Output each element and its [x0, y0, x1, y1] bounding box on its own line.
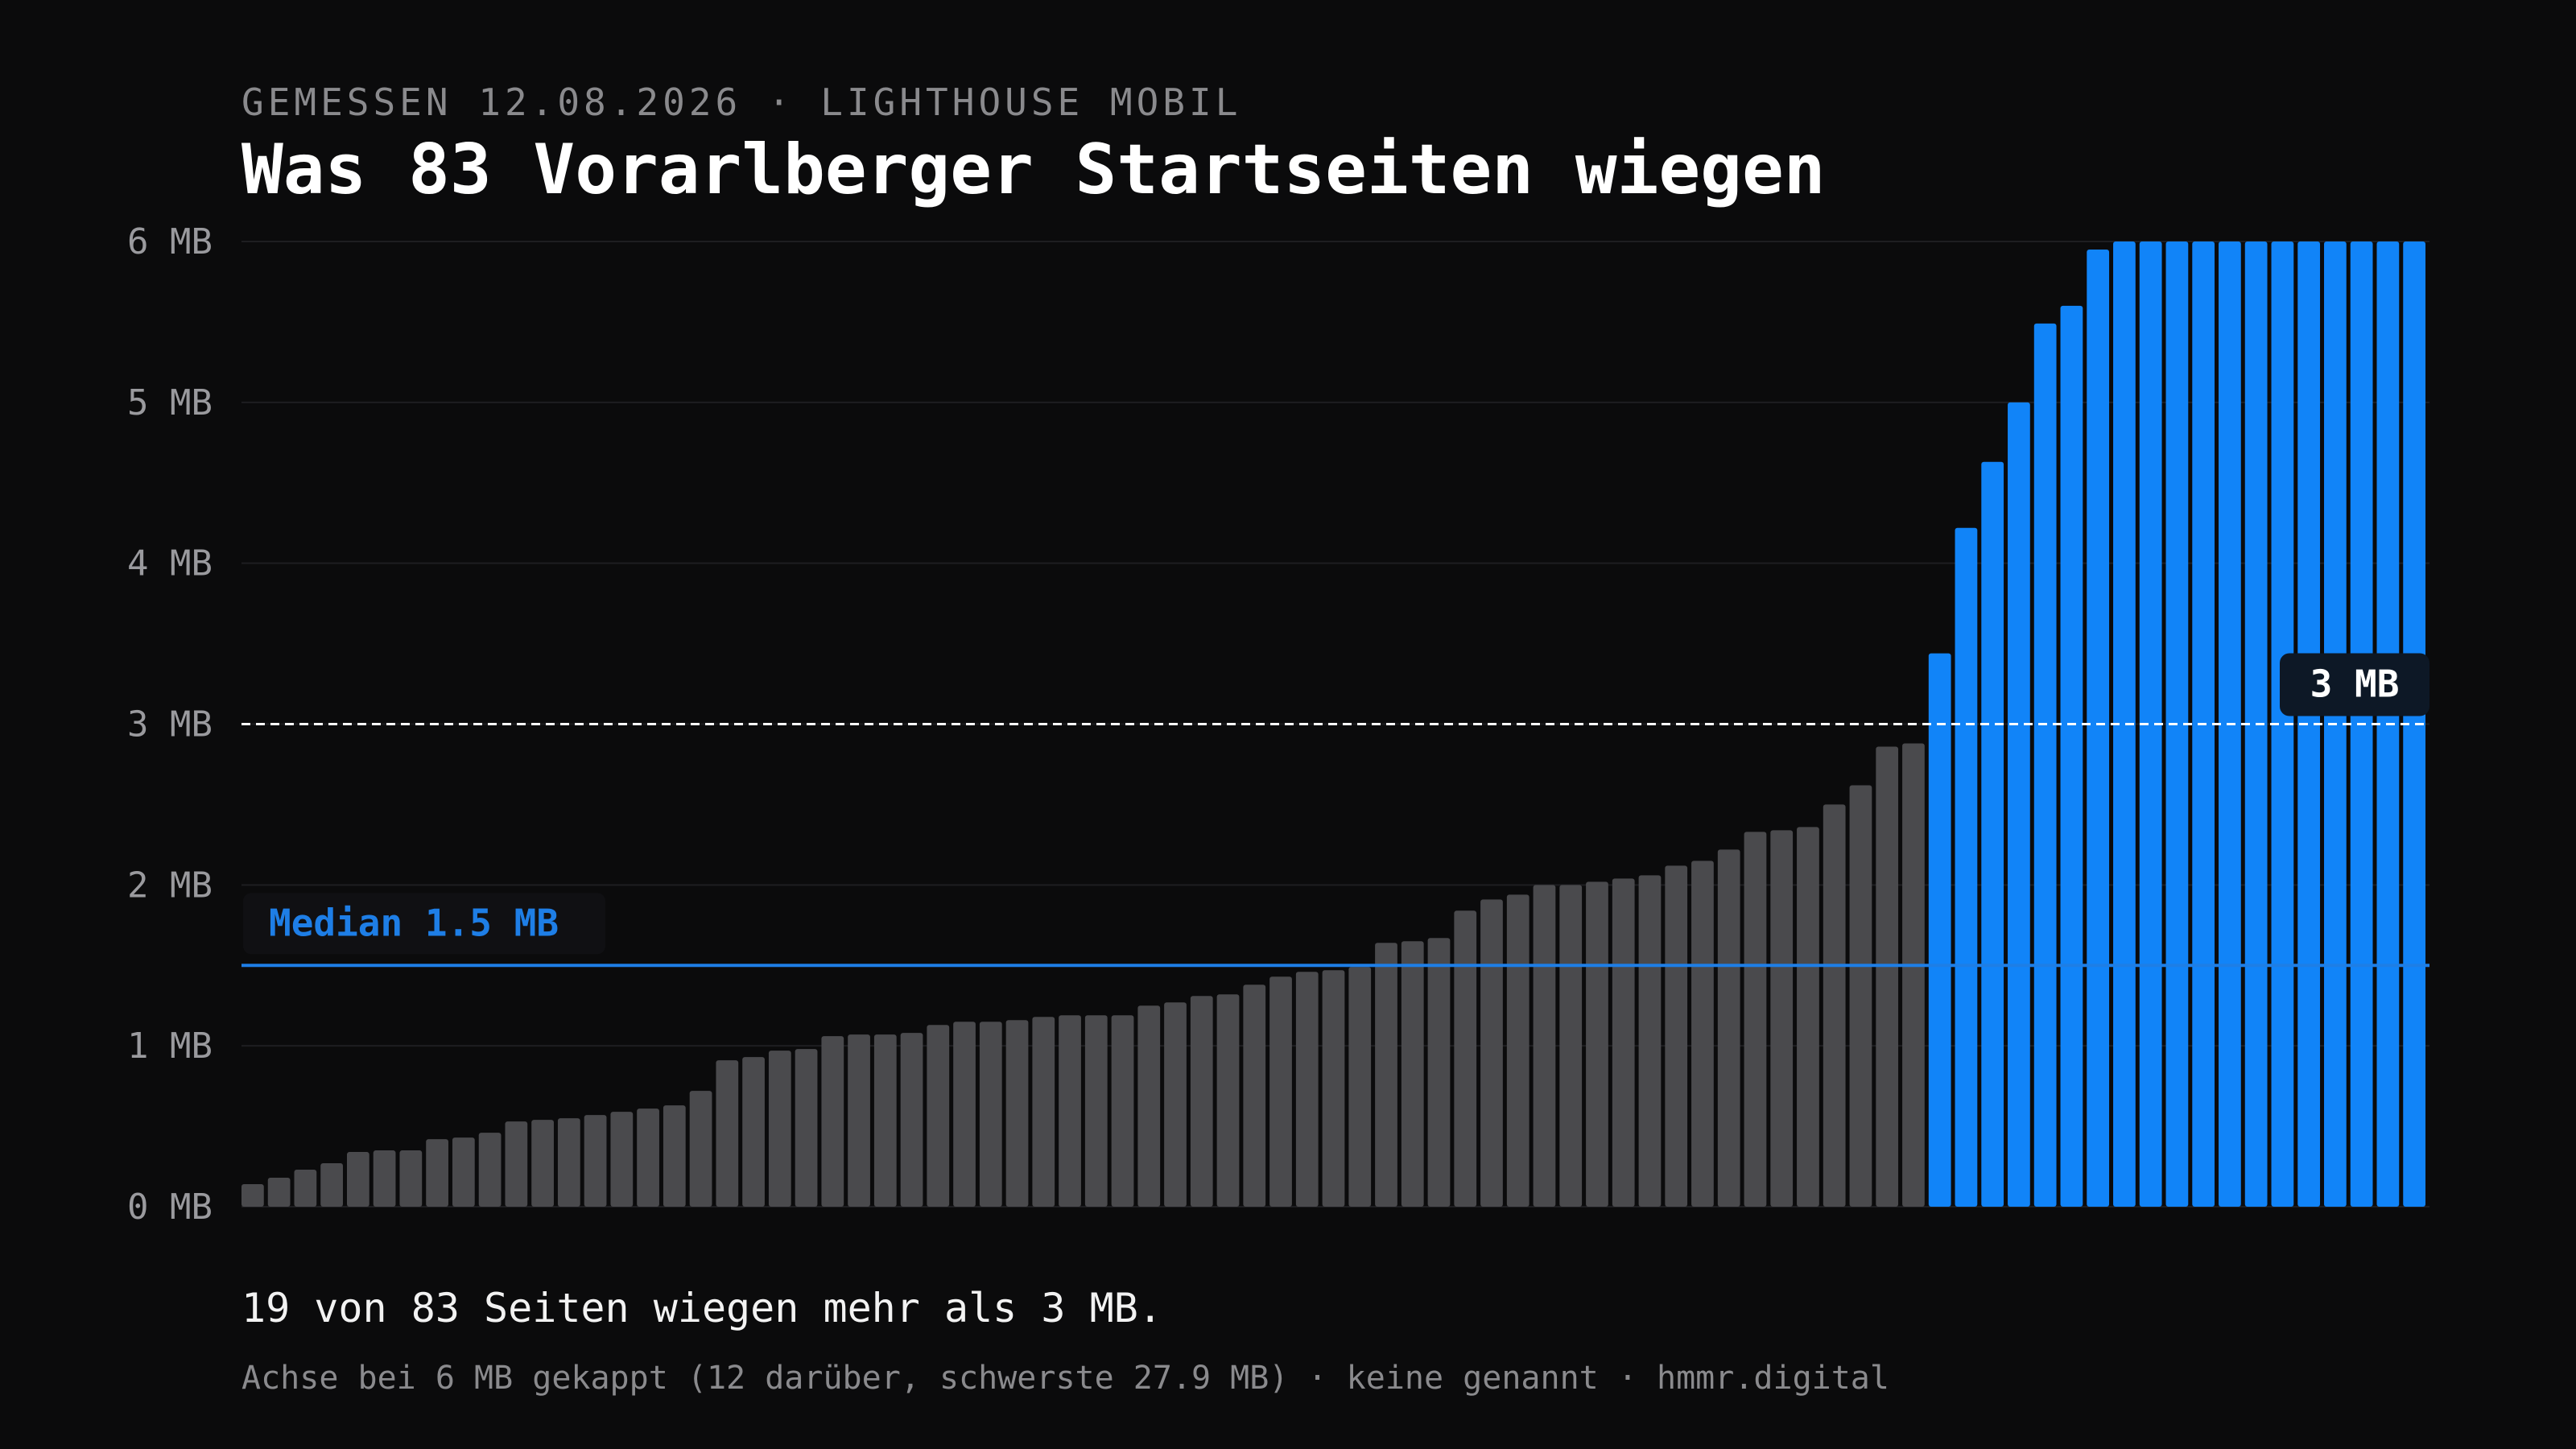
- bar: [1427, 938, 1451, 1207]
- bar: [1084, 1015, 1108, 1207]
- bar: [1665, 865, 1688, 1207]
- bar: [848, 1034, 870, 1207]
- bar: [953, 1022, 976, 1207]
- bar: [1691, 861, 1714, 1207]
- y-tick-label: 1 MB: [127, 1026, 213, 1067]
- bar: [1243, 985, 1266, 1207]
- bar: [1216, 994, 1240, 1207]
- y-tick-label: 2 MB: [127, 865, 213, 906]
- bar: [1638, 875, 1662, 1207]
- bar: [346, 1152, 369, 1207]
- bar: [452, 1137, 475, 1207]
- bar: [716, 1060, 739, 1207]
- bar: [1348, 967, 1372, 1207]
- y-tick-label: 0 MB: [127, 1187, 213, 1228]
- bar: [2087, 249, 2110, 1207]
- bar: [1876, 746, 1899, 1207]
- bar: [742, 1057, 765, 1207]
- bar: [1269, 976, 1292, 1207]
- bar: [1137, 1005, 1161, 1207]
- bar: [1928, 653, 1951, 1207]
- bar: [900, 1033, 923, 1207]
- bar: [1955, 527, 1978, 1207]
- bar: [1586, 881, 1608, 1207]
- threshold-label: 3 MB: [2310, 663, 2400, 706]
- bar: [584, 1115, 607, 1207]
- median-label: Median 1.5 MB: [269, 901, 559, 944]
- bar: [1454, 910, 1477, 1207]
- bar: [1480, 899, 1503, 1207]
- bar: [1111, 1015, 1134, 1207]
- chart-footnote: Achse bei 6 MB gekappt (12 darüber, schw…: [242, 1360, 1889, 1397]
- y-tick-label: 6 MB: [127, 221, 213, 262]
- bar: [294, 1170, 317, 1207]
- y-tick-label: 3 MB: [127, 704, 213, 745]
- bar: [242, 1184, 264, 1207]
- y-tick-label: 5 MB: [127, 382, 213, 423]
- bar: [1190, 996, 1213, 1207]
- threshold-label-background: [2280, 653, 2429, 716]
- bar: [795, 1049, 818, 1207]
- bar: [610, 1112, 634, 1207]
- bar: [1059, 1015, 1081, 1207]
- bar: [1032, 1017, 1055, 1207]
- bar: [1506, 894, 1530, 1207]
- bar: [1533, 885, 1556, 1207]
- median-label-background: [243, 893, 605, 955]
- bar: [426, 1139, 448, 1207]
- bar: [1005, 1020, 1029, 1207]
- bar: [1401, 941, 1424, 1207]
- bar: [1849, 785, 1872, 1207]
- bar: [1375, 943, 1397, 1207]
- bar: [505, 1121, 528, 1207]
- bar: [2060, 305, 2083, 1208]
- bar: [1744, 832, 1767, 1207]
- bar: [557, 1118, 580, 1207]
- chart-title: Was 83 Vorarlberger Startseiten wiegen: [242, 130, 1826, 210]
- bar: [478, 1133, 502, 1207]
- bar: [663, 1105, 686, 1207]
- y-axis: 0 MB 1 MB 2 MB 3 MB 4 MB 5 MB 6 MB: [127, 221, 213, 1228]
- bar: [320, 1163, 343, 1207]
- bar: [1164, 1002, 1187, 1207]
- bar: [531, 1120, 554, 1207]
- bar: [399, 1150, 423, 1207]
- chart-summary: 19 von 83 Seiten wiegen mehr als 3 MB.: [242, 1285, 1162, 1331]
- bar: [1717, 849, 1740, 1207]
- bar: [1322, 970, 1345, 1207]
- bar: [927, 1025, 950, 1207]
- bar: [2033, 323, 2057, 1207]
- chart-kicker: GEMESSEN 12.08.2026 · LIGHTHOUSE MOBIL: [242, 80, 1241, 124]
- bar: [373, 1150, 396, 1207]
- bar: [821, 1036, 844, 1207]
- bar: [689, 1091, 712, 1207]
- bar: [637, 1108, 659, 1207]
- y-tick-label: 4 MB: [127, 543, 213, 584]
- bar: [1295, 972, 1319, 1207]
- bar: [267, 1178, 291, 1207]
- bar: [1797, 827, 1819, 1207]
- bar: [873, 1034, 897, 1207]
- bar: [1823, 804, 1846, 1207]
- bar: [1981, 461, 2004, 1207]
- bar: [1612, 878, 1635, 1207]
- bar: [979, 1022, 1002, 1207]
- bar: [2008, 402, 2030, 1208]
- bar: [1559, 885, 1583, 1207]
- bar: [768, 1051, 791, 1207]
- bar: [1902, 743, 1925, 1207]
- bar: [1770, 830, 1794, 1207]
